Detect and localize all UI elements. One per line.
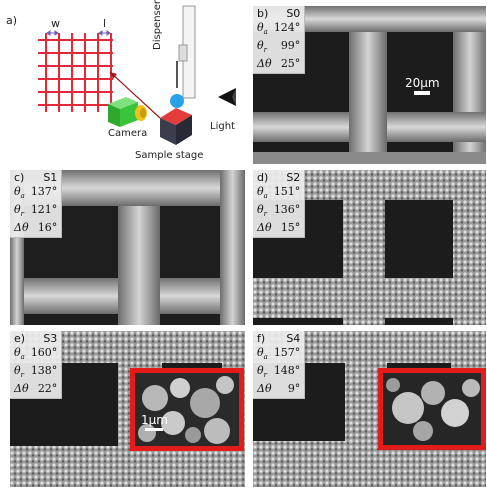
sub-a: a bbox=[263, 192, 268, 201]
camera-label: Camera bbox=[108, 128, 148, 139]
panel-label: b) bbox=[257, 7, 269, 20]
theta-symbol: θ bbox=[257, 364, 264, 378]
tower-label: Dispenser tower bbox=[152, 0, 163, 50]
receding-angle: 148° bbox=[273, 364, 301, 378]
hysteresis-value: 25° bbox=[280, 57, 301, 71]
hysteresis-value: 16° bbox=[37, 221, 58, 235]
theta-symbol: θ bbox=[14, 203, 21, 217]
zoom-inset-s3: 1μm bbox=[130, 368, 244, 451]
inset-image-s3 bbox=[135, 373, 239, 446]
sample-name: S2 bbox=[286, 171, 301, 184]
theta-symbol: θ bbox=[14, 346, 21, 359]
advancing-angle: 160° bbox=[30, 346, 58, 359]
sub-a: a bbox=[20, 353, 25, 362]
advancing-angle: 151° bbox=[273, 185, 301, 198]
measurement-box-s3: e) S3 θa 160° θr 138° Δθ 22° bbox=[10, 331, 63, 400]
light-icon bbox=[218, 88, 236, 106]
measurement-box-s2: d) S2 θa 151° θr 136° Δθ 15° bbox=[253, 170, 306, 239]
light-label: Light bbox=[210, 121, 235, 132]
stage-label: Sample stage bbox=[135, 150, 204, 161]
sem-panel-s2: d) S2 θa 151° θr 136° Δθ 15° bbox=[253, 170, 486, 325]
w-label: w bbox=[51, 17, 60, 30]
measurement-box-s4: f) S4 θa 157° θr 148° Δθ 9° bbox=[253, 331, 306, 400]
scale-bar-label: 20μm bbox=[405, 76, 440, 90]
theta-symbol: θ bbox=[257, 21, 264, 34]
theta-symbol: θ bbox=[14, 364, 21, 378]
sample-name: S0 bbox=[286, 7, 301, 20]
hysteresis-symbol: Δθ bbox=[257, 57, 272, 71]
panel-label: c) bbox=[14, 171, 25, 184]
receding-angle: 136° bbox=[273, 203, 301, 217]
receding-angle: 138° bbox=[30, 364, 58, 378]
panel-label: e) bbox=[14, 332, 26, 345]
sub-a: a bbox=[263, 28, 268, 37]
sub-r: r bbox=[263, 210, 267, 219]
advancing-angle: 124° bbox=[273, 21, 301, 34]
zoom-inset-s4 bbox=[378, 368, 486, 450]
advancing-angle: 137° bbox=[30, 185, 58, 198]
droplet-icon bbox=[170, 94, 184, 108]
schematic-label: a) bbox=[6, 14, 18, 27]
panel-label: f) bbox=[257, 332, 266, 345]
theta-symbol: θ bbox=[257, 39, 264, 53]
sample-name: S4 bbox=[286, 332, 301, 345]
hysteresis-value: 15° bbox=[280, 221, 301, 235]
receding-angle: 99° bbox=[280, 39, 301, 53]
hysteresis-value: 22° bbox=[37, 382, 58, 396]
panel-label: d) bbox=[257, 171, 269, 184]
stage-top bbox=[160, 108, 192, 125]
sub-r: r bbox=[263, 371, 267, 380]
theta-symbol: θ bbox=[257, 203, 264, 217]
sub-r: r bbox=[20, 210, 24, 219]
pointer-arrow bbox=[109, 71, 161, 119]
dimension-arrows bbox=[46, 30, 111, 36]
sem-image-s2 bbox=[253, 170, 486, 325]
hysteresis-value: 9° bbox=[287, 382, 301, 396]
inset-image-s4 bbox=[383, 373, 481, 445]
sub-r: r bbox=[263, 46, 267, 55]
receding-angle: 121° bbox=[30, 203, 58, 217]
advancing-angle: 157° bbox=[273, 346, 301, 359]
camera-icon bbox=[108, 97, 147, 127]
hysteresis-symbol: Δθ bbox=[14, 382, 29, 396]
measurement-box-s1: c) S1 θa 137° θr 121° Δθ 16° bbox=[10, 170, 63, 239]
measurement-box-s0: b) S0 θa 124° θr 99° Δθ 25° bbox=[253, 6, 306, 75]
sem-panel-s0: b) S0 θa 124° θr 99° Δθ 25° 20μm bbox=[253, 6, 486, 164]
hysteresis-symbol: Δθ bbox=[257, 221, 272, 235]
theta-symbol: θ bbox=[257, 346, 264, 359]
sub-r: r bbox=[20, 371, 24, 380]
schematic-panel: a) w l Camera Sample stage Light Dispens… bbox=[0, 0, 248, 166]
scale-bar: 20μm bbox=[405, 76, 440, 95]
l-label: l bbox=[103, 17, 107, 30]
sem-panel-s4: f) S4 θa 157° θr 148° Δθ 9° bbox=[253, 331, 486, 487]
hysteresis-symbol: Δθ bbox=[257, 382, 272, 396]
sem-panel-s3: e) S3 θa 160° θr 138° Δθ 22° 1μm bbox=[10, 331, 245, 487]
mesh-grid-icon bbox=[38, 33, 113, 112]
inset-scale-bar: 1μm bbox=[141, 413, 168, 431]
theta-symbol: θ bbox=[257, 185, 264, 198]
sub-a: a bbox=[263, 353, 268, 362]
sub-a: a bbox=[20, 192, 25, 201]
inset-scale-label: 1μm bbox=[141, 413, 168, 427]
sample-name: S3 bbox=[43, 332, 58, 345]
schematic-drawing bbox=[38, 5, 236, 145]
hysteresis-symbol: Δθ bbox=[14, 221, 29, 235]
theta-symbol: θ bbox=[14, 185, 21, 198]
sem-panel-s1: c) S1 θa 137° θr 121° Δθ 16° bbox=[10, 170, 245, 325]
sample-name: S1 bbox=[43, 171, 58, 184]
